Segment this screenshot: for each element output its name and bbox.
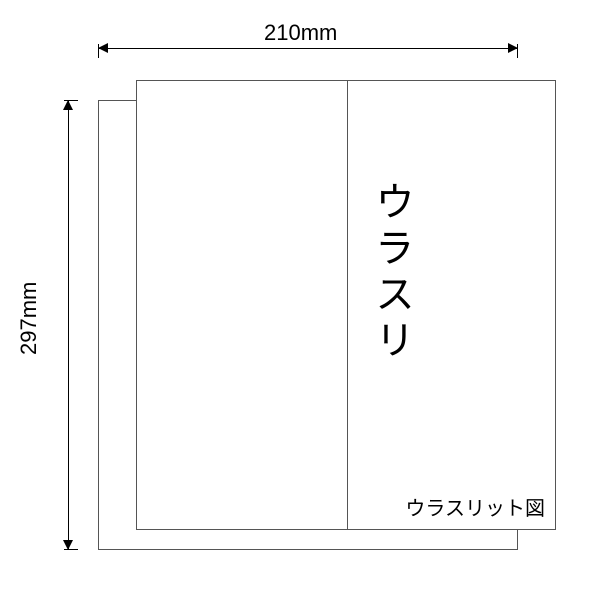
dim-left-arrow-top	[63, 100, 73, 110]
center-slit	[347, 81, 348, 529]
dim-left-arrow-bottom	[63, 540, 73, 550]
front-sheet: ウラスリ ウラスリット図	[136, 80, 556, 530]
center-label: ウラスリ	[362, 181, 420, 365]
dim-top-arrow-right	[508, 43, 518, 53]
height-label: 297mm	[16, 282, 42, 355]
dim-left-line	[68, 100, 69, 550]
dim-top-line	[98, 48, 518, 49]
dim-top-arrow-left	[98, 43, 108, 53]
diagram-canvas: 210mm 297mm ウラスリ ウラスリット図	[0, 0, 600, 600]
width-label: 210mm	[260, 20, 341, 46]
caption: ウラスリット図	[405, 492, 545, 521]
